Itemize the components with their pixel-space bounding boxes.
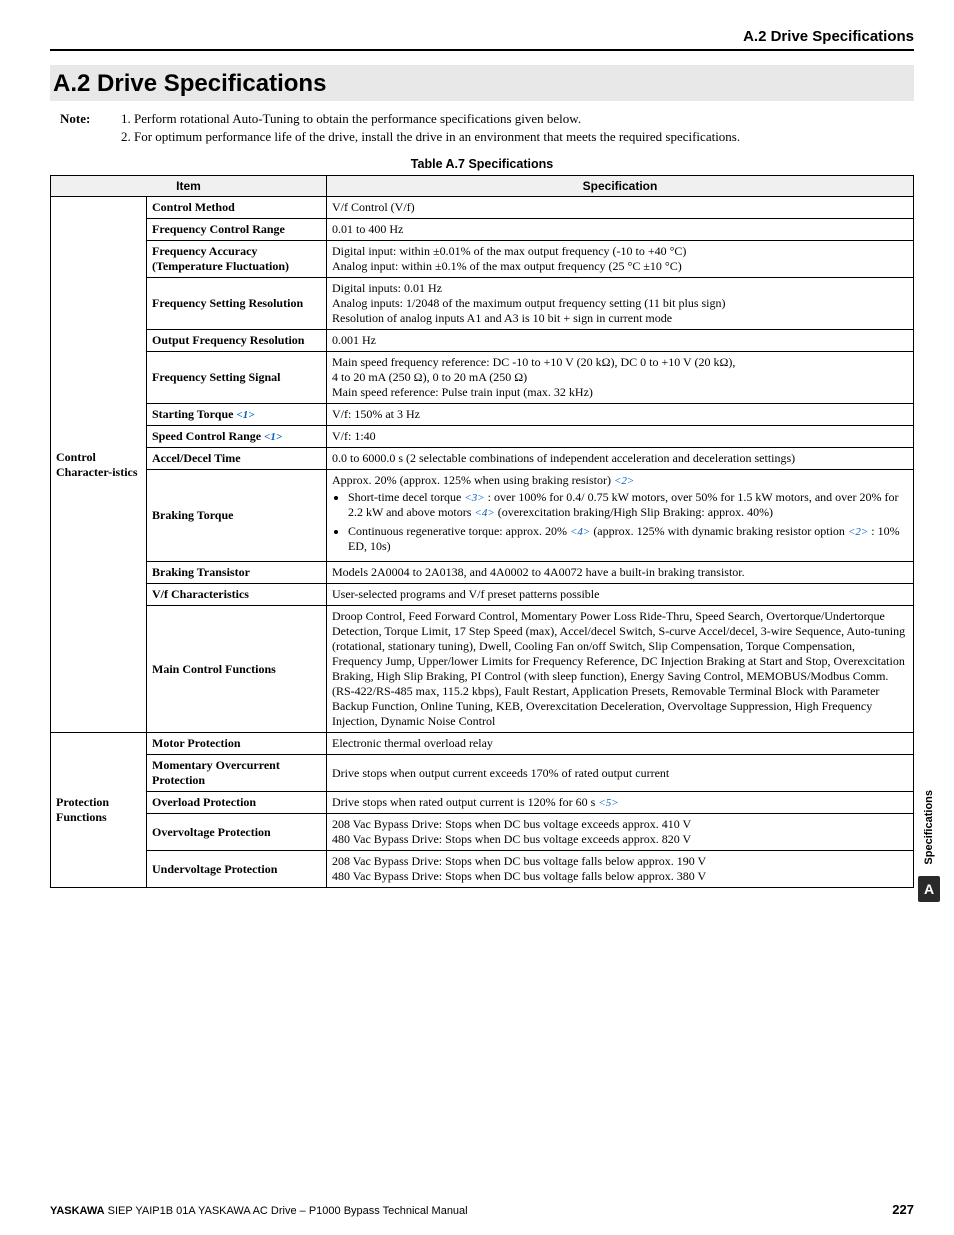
notes-block: Note: Perform rotational Auto-Tuning to …	[60, 111, 914, 147]
table-row: Main Control FunctionsDroop Control, Fee…	[51, 606, 914, 733]
item-cell: Frequency Accuracy (Temperature Fluctuat…	[147, 241, 327, 278]
table-row: Speed Control Range <1>V/f: 1:40	[51, 426, 914, 448]
table-row: Frequency Control Range0.01 to 400 Hz	[51, 219, 914, 241]
item-cell: Frequency Control Range	[147, 219, 327, 241]
item-cell: Overvoltage Protection	[147, 814, 327, 851]
table-row: Braking TransistorModels 2A0004 to 2A013…	[51, 562, 914, 584]
item-cell: Momentary Overcurrent Protection	[147, 755, 327, 792]
table-row: Frequency Setting SignalMain speed frequ…	[51, 352, 914, 404]
spec-cell: Drive stops when rated output current is…	[327, 792, 914, 814]
spec-cell: V/f Control (V/f)	[327, 197, 914, 219]
item-cell: Motor Protection	[147, 733, 327, 755]
spec-cell: Digital input: within ±0.01% of the max …	[327, 241, 914, 278]
spec-cell: 208 Vac Bypass Drive: Stops when DC bus …	[327, 851, 914, 888]
category-cell: Control Character-istics	[51, 197, 147, 733]
table-row: V/f CharacteristicsUser-selected program…	[51, 584, 914, 606]
section-title: A.2 Drive Specifications	[53, 70, 907, 98]
table-row: Protection FunctionsMotor ProtectionElec…	[51, 733, 914, 755]
footer: YASKAWA SIEP YAIP1B 01A YASKAWA AC Drive…	[50, 1202, 914, 1217]
table-row: Frequency Accuracy (Temperature Fluctuat…	[51, 241, 914, 278]
spec-cell: 0.01 to 400 Hz	[327, 219, 914, 241]
footer-left: YASKAWA SIEP YAIP1B 01A YASKAWA AC Drive…	[50, 1205, 468, 1217]
item-cell: Starting Torque <1>	[147, 404, 327, 426]
table-row: Overload ProtectionDrive stops when rate…	[51, 792, 914, 814]
spec-cell: User-selected programs and V/f preset pa…	[327, 584, 914, 606]
spec-cell: Droop Control, Feed Forward Control, Mom…	[327, 606, 914, 733]
table-header-row: Item Specification	[51, 176, 914, 197]
th-spec: Specification	[327, 176, 914, 197]
page: A.2 Drive Specifications A.2 Drive Speci…	[0, 0, 954, 1235]
footer-doc: SIEP YAIP1B 01A YASKAWA AC Drive – P1000…	[105, 1205, 468, 1217]
table-row: Control Character-isticsControl MethodV/…	[51, 197, 914, 219]
spec-cell: Electronic thermal overload relay	[327, 733, 914, 755]
spec-cell: Main speed frequency reference: DC -10 t…	[327, 352, 914, 404]
notes-row: Note: Perform rotational Auto-Tuning to …	[60, 111, 914, 147]
spec-cell: 0.001 Hz	[327, 330, 914, 352]
table-row: Starting Torque <1>V/f: 150% at 3 Hz	[51, 404, 914, 426]
spec-cell: Approx. 20% (approx. 125% when using bra…	[327, 470, 914, 562]
header-right: A.2 Drive Specifications	[50, 28, 914, 51]
table-row: Frequency Setting ResolutionDigital inpu…	[51, 278, 914, 330]
side-tab-box: A	[918, 876, 940, 902]
spec-cell: V/f: 1:40	[327, 426, 914, 448]
table-row: Braking TorqueApprox. 20% (approx. 125% …	[51, 470, 914, 562]
item-cell: Braking Torque	[147, 470, 327, 562]
spec-cell: Digital inputs: 0.01 HzAnalog inputs: 1/…	[327, 278, 914, 330]
side-tab: Specifications A	[918, 790, 940, 902]
spec-cell: 0.0 to 6000.0 s (2 selectable combinatio…	[327, 448, 914, 470]
table-row: Accel/Decel Time0.0 to 6000.0 s (2 selec…	[51, 448, 914, 470]
footer-brand: YASKAWA	[50, 1205, 105, 1217]
item-cell: Speed Control Range <1>	[147, 426, 327, 448]
footer-page: 227	[892, 1202, 914, 1217]
item-cell: Accel/Decel Time	[147, 448, 327, 470]
notes-item-2: For optimum performance life of the driv…	[134, 129, 740, 145]
item-cell: Main Control Functions	[147, 606, 327, 733]
item-cell: Braking Transistor	[147, 562, 327, 584]
item-cell: Frequency Setting Signal	[147, 352, 327, 404]
item-cell: Frequency Setting Resolution	[147, 278, 327, 330]
item-cell: Undervoltage Protection	[147, 851, 327, 888]
spec-cell: 208 Vac Bypass Drive: Stops when DC bus …	[327, 814, 914, 851]
table-row: Overvoltage Protection208 Vac Bypass Dri…	[51, 814, 914, 851]
spec-cell: Models 2A0004 to 2A0138, and 4A0002 to 4…	[327, 562, 914, 584]
item-cell: Output Frequency Resolution	[147, 330, 327, 352]
spec-cell: Drive stops when output current exceeds …	[327, 755, 914, 792]
spec-cell: V/f: 150% at 3 Hz	[327, 404, 914, 426]
table-row: Momentary Overcurrent ProtectionDrive st…	[51, 755, 914, 792]
item-cell: Overload Protection	[147, 792, 327, 814]
notes-item-1: Perform rotational Auto-Tuning to obtain…	[134, 111, 740, 127]
notes-label: Note:	[60, 111, 104, 127]
side-tab-label: Specifications	[923, 790, 935, 865]
notes-list: Perform rotational Auto-Tuning to obtain…	[116, 111, 740, 147]
table-row: Output Frequency Resolution0.001 Hz	[51, 330, 914, 352]
section-title-wrap: A.2 Drive Specifications	[50, 65, 914, 101]
item-cell: V/f Characteristics	[147, 584, 327, 606]
specifications-table: Item Specification Control Character-ist…	[50, 175, 914, 888]
item-cell: Control Method	[147, 197, 327, 219]
table-row: Undervoltage Protection208 Vac Bypass Dr…	[51, 851, 914, 888]
category-cell: Protection Functions	[51, 733, 147, 888]
table-caption: Table A.7 Specifications	[50, 157, 914, 171]
th-item: Item	[51, 176, 327, 197]
